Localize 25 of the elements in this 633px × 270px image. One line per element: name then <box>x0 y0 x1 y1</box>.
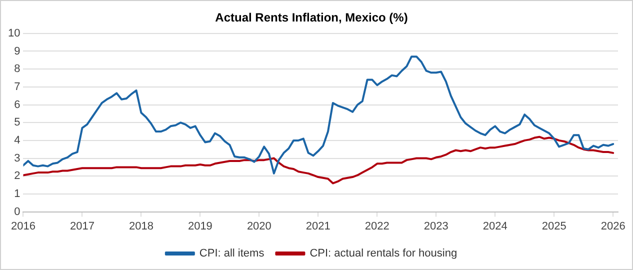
x-tick-label: 2026 <box>600 220 626 232</box>
x-tick-label: 2020 <box>246 220 272 232</box>
y-tick-label: 0 <box>14 206 20 218</box>
legend-label: CPI: all items <box>199 248 265 260</box>
y-tick-label: 10 <box>8 27 20 40</box>
y-tick-label: 4 <box>14 134 20 146</box>
x-tick-label: 2021 <box>306 220 330 232</box>
y-tick-label: 6 <box>14 98 20 111</box>
x-tick-label: 2019 <box>188 220 212 232</box>
legend-label: CPI: actual rentals for housing <box>310 248 458 260</box>
x-tick-label: 2017 <box>70 220 94 232</box>
x-tick-label: 2018 <box>128 220 154 232</box>
chart-title: Actual Rents Inflation, Mexico (%) <box>215 10 408 25</box>
x-tick-label: 2025 <box>542 220 566 232</box>
y-tick-label: 2 <box>14 170 20 182</box>
y-tick-label: 5 <box>14 116 20 129</box>
x-tick-label: 2024 <box>482 220 508 232</box>
x-tick-label: 2023 <box>424 220 448 232</box>
x-tick-label: 2022 <box>364 220 390 232</box>
y-tick-label: 9 <box>14 45 20 58</box>
y-tick-label: 8 <box>14 63 20 76</box>
x-tick-label: 2016 <box>10 220 36 232</box>
y-tick-label: 7 <box>14 80 20 93</box>
y-tick-label: 1 <box>14 188 20 200</box>
y-tick-label: 3 <box>14 152 20 164</box>
